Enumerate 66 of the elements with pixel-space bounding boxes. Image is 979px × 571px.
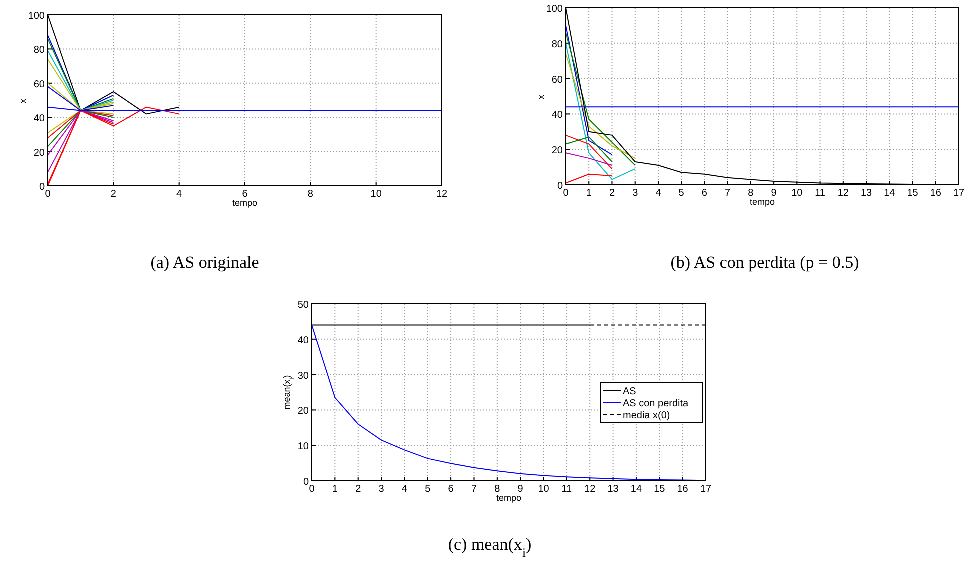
x-tick-label: 10 <box>792 188 804 199</box>
x-tick-label: 17 <box>953 188 965 199</box>
x-tick-label: 7 <box>725 188 732 199</box>
y-tick-label: 50 <box>298 300 310 311</box>
x-axis-title: tempo <box>496 493 522 503</box>
legend-label: media x(0) <box>623 410 670 422</box>
text: (b) AS con perdita (p = 0.5) <box>670 253 860 272</box>
y-tick-label: 20 <box>552 146 564 157</box>
x-tick-label: 1 <box>586 188 592 199</box>
y-tick-label: 60 <box>34 79 46 90</box>
x-tick-label: 5 <box>425 484 432 495</box>
x-tick-label: 8 <box>308 189 314 200</box>
text: (a) AS originale <box>150 253 260 272</box>
x-axis-title: tempo <box>750 197 776 207</box>
x-tick-label: 14 <box>630 484 642 495</box>
text: (c) mean(x$_{i}$) <box>448 535 532 560</box>
x-tick-label: 8 <box>494 484 501 495</box>
x-tick-label: 3 <box>632 188 639 199</box>
x-tick-label: 17 <box>700 484 712 495</box>
x-tick-label: 13 <box>860 188 873 199</box>
x-tick-label: 12 <box>436 189 448 200</box>
x-tick-label: 12 <box>584 484 596 495</box>
x-tick-label: 15 <box>907 188 919 199</box>
x-tick-label: 11 <box>562 484 573 495</box>
y-tick-label: 20 <box>34 148 46 159</box>
y-tick-label: 80 <box>34 45 46 56</box>
y-tick-label: 60 <box>552 74 564 86</box>
y-tick-label: 10 <box>298 442 310 453</box>
x-tick-label: 15 <box>654 484 666 495</box>
y-tick-label: 20 <box>298 406 310 418</box>
x-tick-label: 9 <box>518 484 524 495</box>
y-tick-label: 100 <box>546 4 564 15</box>
y-tick-label: 30 <box>298 370 310 382</box>
x-tick-label: 1 <box>332 484 338 495</box>
x-tick-label: 6 <box>242 189 248 200</box>
x-tick-label: 4 <box>402 484 408 495</box>
x-tick-label: 5 <box>678 188 685 199</box>
x-tick-label: 4 <box>656 188 662 199</box>
x-tick-label: 14 <box>884 188 896 199</box>
x-tick-label: 2 <box>356 484 362 495</box>
x-tick-label: 13 <box>608 484 620 495</box>
x-tick-label: 3 <box>378 484 385 495</box>
x-tick-label: 10 <box>538 484 550 495</box>
x-tick-label: 16 <box>930 188 942 199</box>
y-tick-label: 40 <box>34 114 46 125</box>
x-tick-label: 6 <box>448 484 454 495</box>
y-tick-label: 40 <box>552 110 564 122</box>
x-tick-label: 9 <box>771 188 778 199</box>
y-tick-label: 0 <box>303 477 310 488</box>
x-tick-label: 8 <box>748 188 754 199</box>
y-tick-label: 80 <box>552 39 564 50</box>
x-tick-label: 11 <box>815 188 826 199</box>
x-tick-label: 12 <box>838 188 850 199</box>
x-tick-label: 4 <box>176 189 183 200</box>
x-tick-label: 16 <box>677 484 689 495</box>
x-tick-label: 6 <box>702 188 708 199</box>
legend-label: AS <box>623 386 637 398</box>
x-axis-title: tempo <box>232 198 258 208</box>
x-tick-label: 7 <box>471 484 478 495</box>
x-tick-label: 2 <box>110 189 117 200</box>
y-tick-label: 40 <box>298 335 310 346</box>
y-tick-label: 0 <box>557 181 564 192</box>
x-tick-label: 10 <box>370 189 382 200</box>
y-tick-label: 100 <box>28 11 46 22</box>
x-tick-label: 2 <box>609 188 616 199</box>
legend-label: AS con perdita <box>623 398 690 410</box>
